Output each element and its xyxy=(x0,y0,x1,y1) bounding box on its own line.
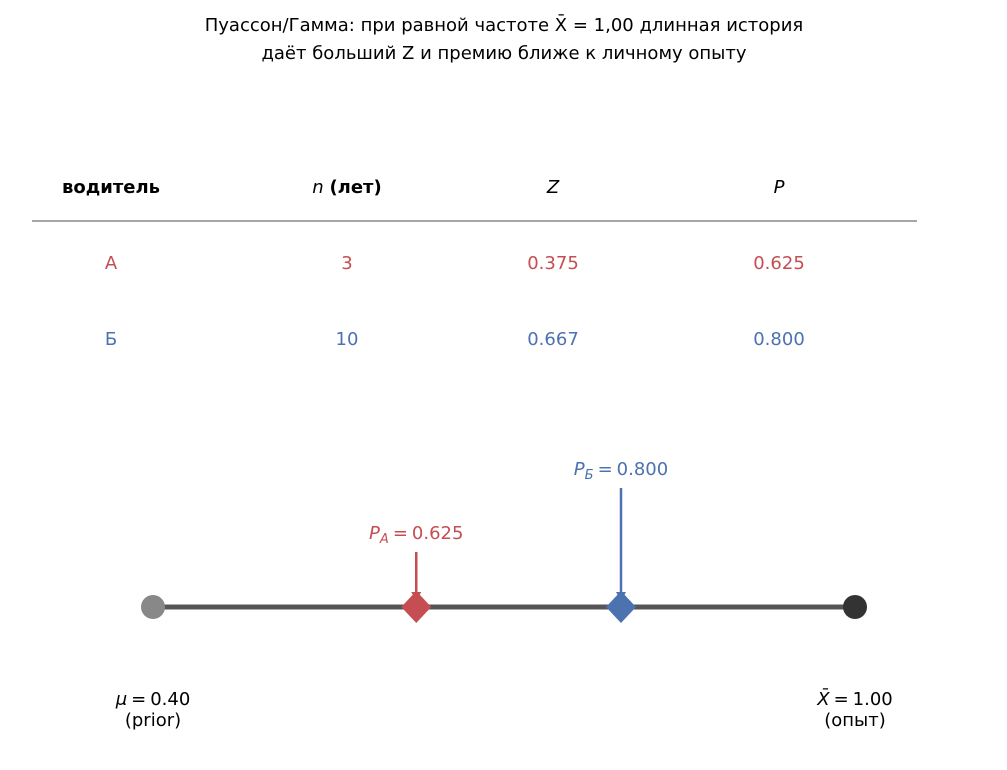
value-label: 1.00 xyxy=(853,689,893,710)
marker xyxy=(401,591,432,623)
endpoint xyxy=(843,595,867,619)
column-header: Z xyxy=(546,177,560,198)
marker xyxy=(606,591,636,623)
table-cell: 3 xyxy=(341,253,352,274)
relation: = xyxy=(131,689,146,710)
symbol: P xyxy=(369,523,380,544)
table-cell: Б xyxy=(105,329,117,350)
column-header: P xyxy=(774,177,785,198)
endpoint xyxy=(141,595,165,619)
title-line: Пуассон/Гамма: при равной частоте X̄ = 1… xyxy=(205,14,804,36)
column-header: n (лет) xyxy=(312,177,381,198)
symbol: μ xyxy=(115,689,127,710)
header-var: n xyxy=(312,177,323,198)
relation: = xyxy=(393,523,408,544)
endpoint-label: X̄ = 1.00 xyxy=(816,688,893,710)
value-label: 0.40 xyxy=(150,689,190,710)
table-cell: А xyxy=(105,253,118,274)
header-unit: (лет) xyxy=(329,177,381,198)
table-cell: 0.800 xyxy=(753,329,805,350)
subscript: Б xyxy=(585,468,594,483)
endpoint-note: (prior) xyxy=(125,710,181,731)
symbol: P xyxy=(574,459,585,480)
marker-label: PА = 0.625 xyxy=(369,523,463,547)
relation: = xyxy=(598,459,613,480)
endpoint-label: μ = 0.40 xyxy=(115,689,191,710)
title-line: даёт больший Z и премию ближе к личному … xyxy=(261,43,746,64)
marker-label: PБ = 0.800 xyxy=(574,459,668,483)
column-header: водитель xyxy=(62,177,160,198)
endpoint-note: (опыт) xyxy=(824,710,886,731)
table-cell: 0.625 xyxy=(753,253,805,274)
subscript: А xyxy=(379,532,389,547)
table-cell: 10 xyxy=(336,329,359,350)
value-label: 0.625 xyxy=(412,523,464,544)
table-cell: 0.667 xyxy=(527,329,579,350)
symbol: X̄ xyxy=(816,688,830,710)
table-cell: 0.375 xyxy=(527,253,579,274)
value-label: 0.800 xyxy=(617,459,669,480)
relation: = xyxy=(834,689,849,710)
